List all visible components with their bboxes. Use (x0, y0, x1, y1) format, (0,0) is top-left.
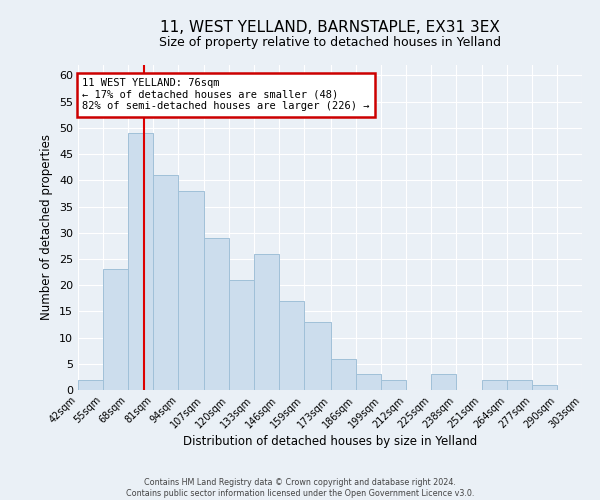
Bar (203, 238, 229, 390)
Bar (532, 385, 557, 390)
Text: Contains HM Land Registry data © Crown copyright and database right 2024.
Contai: Contains HM Land Registry data © Crown c… (126, 478, 474, 498)
Text: Size of property relative to detached houses in Yelland: Size of property relative to detached ho… (159, 36, 501, 49)
Bar (229, 280, 254, 390)
Bar (356, 374, 381, 390)
Bar (279, 301, 304, 390)
Bar (254, 254, 279, 390)
Bar (78, 380, 103, 390)
Bar (178, 191, 203, 390)
Text: 11 WEST YELLAND: 76sqm
← 17% of detached houses are smaller (48)
82% of semi-det: 11 WEST YELLAND: 76sqm ← 17% of detached… (82, 78, 370, 112)
Y-axis label: Number of detached properties: Number of detached properties (40, 134, 53, 320)
Bar (103, 270, 128, 390)
Bar (506, 380, 532, 390)
Bar (304, 322, 331, 390)
Bar (128, 133, 154, 390)
Bar (381, 380, 406, 390)
Text: 11, WEST YELLAND, BARNSTAPLE, EX31 3EX: 11, WEST YELLAND, BARNSTAPLE, EX31 3EX (160, 20, 500, 35)
Bar (154, 175, 178, 390)
X-axis label: Distribution of detached houses by size in Yelland: Distribution of detached houses by size … (183, 436, 477, 448)
Bar (431, 374, 457, 390)
Bar (331, 358, 356, 390)
Bar (482, 380, 506, 390)
